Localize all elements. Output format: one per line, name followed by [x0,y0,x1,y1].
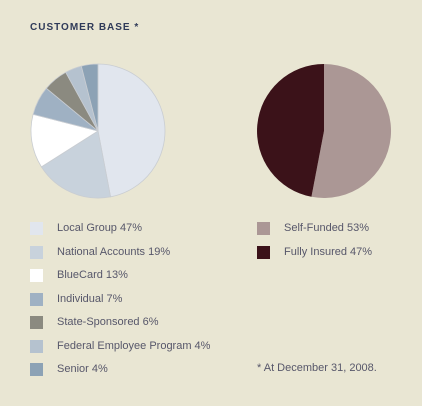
legend-label: Self-Funded 53% [284,222,369,234]
legend-left: Local Group 47% National Accounts 19% Blue… [30,222,210,387]
legend-label: State-Sponsored 6% [57,316,159,328]
pie-slice-senior [80,63,99,132]
legend-swatch [30,245,43,259]
legend-item-national-accounts-19: National Accounts 19% [30,245,210,270]
legend-label: Fully Insured 47% [284,245,373,258]
pie-chart-right [257,63,392,198]
footnote: * At December 31, 2008. [257,362,377,374]
legend-item-fully-insured-47: Fully Insured 47% [257,245,373,270]
legend-swatch [257,245,270,259]
legend-swatch [30,339,43,353]
legend-item-local-group-47: Local Group 47% [30,222,210,246]
legend-item-individual-7: Individual 7% [30,292,210,317]
pie-slice-self-funded [311,63,392,198]
legend-swatch [257,222,270,235]
legend-item-state-sponsored-6: State-Sponsored 6% [30,316,210,340]
legend-label: BlueCard 13% [57,269,128,281]
legend-right: Self-Funded 53% Fully Insured 47% [257,222,372,269]
legend-swatch [30,316,43,329]
pie-slice-national-accounts [40,130,112,199]
legend-item-federal-employee-program-4: Federal Employee Program 4% [30,339,211,364]
legend-swatch [30,363,43,376]
pie-slice-bluecard [30,113,99,168]
legend-label: National Accounts 19% [57,245,171,258]
legend-swatch [30,269,43,282]
legend-label: Federal Employee Program 4% [57,339,211,352]
legend-item-self-funded-53: Self-Funded 53% [257,222,372,246]
legend-item-bluecard-13: BlueCard 13% [30,269,210,293]
legend-label: Local Group 47% [57,222,142,234]
legend-swatch [30,222,43,235]
pie-slice-local-group [97,63,166,198]
legend-item-senior-4: Senior 4% [30,363,210,387]
legend-label: Individual 7% [57,292,123,305]
legend-swatch [30,292,43,306]
chart-title: CUSTOMER BASE * [30,22,140,33]
pie-chart-left [30,63,166,199]
pie-slice-fully-insured [257,64,324,197]
legend-label: Senior 4% [57,363,108,375]
